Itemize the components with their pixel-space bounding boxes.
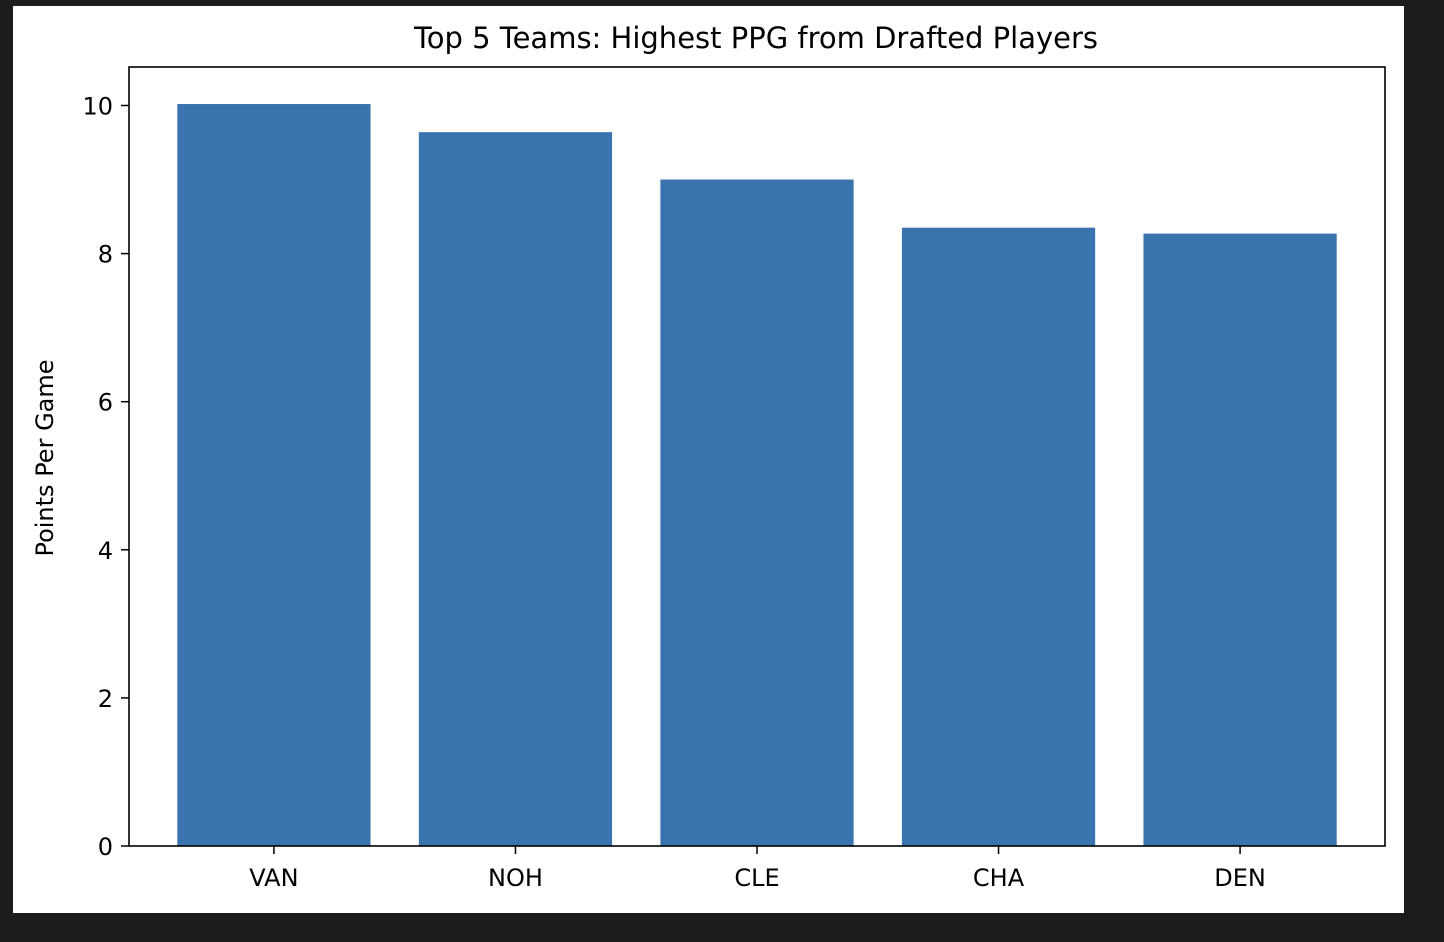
y-tick-label: 8 (98, 241, 113, 269)
chart-title: Top 5 Teams: Highest PPG from Drafted Pl… (413, 21, 1098, 55)
x-tick-label: VAN (249, 864, 298, 892)
y-axis-label: Points Per Game (31, 359, 59, 556)
x-tick-label: NOH (488, 864, 543, 892)
y-tick-label: 2 (98, 685, 113, 713)
bar-cha (901, 227, 1096, 846)
x-tick-label: CLE (734, 864, 779, 892)
y-tick-label: 6 (98, 389, 113, 417)
x-tick-label: DEN (1214, 864, 1266, 892)
bar-den (1143, 233, 1337, 847)
x-axis-ticks: VAN NOH CLE CHA DEN (249, 846, 1266, 892)
bar-cle (660, 179, 854, 847)
bars-group (177, 104, 1337, 847)
y-tick-label: 10 (82, 93, 113, 121)
plot-area-frame (128, 66, 1386, 847)
bar-van (177, 104, 371, 846)
x-tick-label: CHA (973, 864, 1025, 892)
y-tick-label: 0 (98, 833, 113, 861)
y-axis-ticks: 0 2 4 6 8 10 (82, 93, 129, 861)
bar-noh (418, 132, 613, 846)
y-tick-label: 4 (98, 537, 113, 565)
